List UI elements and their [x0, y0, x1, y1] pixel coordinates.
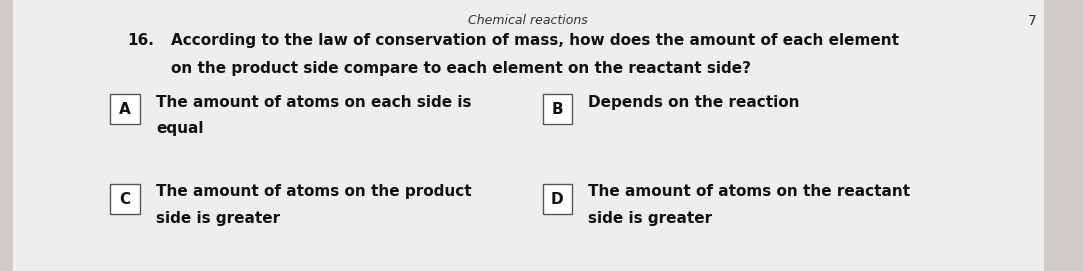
Text: equal: equal: [156, 121, 204, 136]
FancyBboxPatch shape: [543, 94, 572, 124]
Text: on the product side compare to each element on the reactant side?: on the product side compare to each elem…: [171, 61, 752, 76]
Text: 16.: 16.: [127, 33, 154, 48]
FancyBboxPatch shape: [110, 94, 140, 124]
Text: side is greater: side is greater: [588, 211, 713, 226]
Text: D: D: [551, 192, 563, 207]
Text: The amount of atoms on the reactant: The amount of atoms on the reactant: [588, 184, 911, 199]
FancyBboxPatch shape: [13, 0, 1044, 271]
Text: Depends on the reaction: Depends on the reaction: [588, 95, 800, 109]
FancyBboxPatch shape: [543, 184, 572, 214]
Text: Chemical reactions: Chemical reactions: [468, 14, 588, 27]
Text: side is greater: side is greater: [156, 211, 280, 226]
Text: 7: 7: [1028, 14, 1036, 28]
Text: The amount of atoms on each side is: The amount of atoms on each side is: [156, 95, 472, 110]
FancyBboxPatch shape: [110, 184, 140, 214]
Text: According to the law of conservation of mass, how does the amount of each elemen: According to the law of conservation of …: [171, 33, 899, 48]
Text: B: B: [551, 102, 563, 117]
Text: A: A: [119, 102, 131, 117]
Text: C: C: [119, 192, 131, 207]
Text: The amount of atoms on the product: The amount of atoms on the product: [156, 184, 472, 199]
